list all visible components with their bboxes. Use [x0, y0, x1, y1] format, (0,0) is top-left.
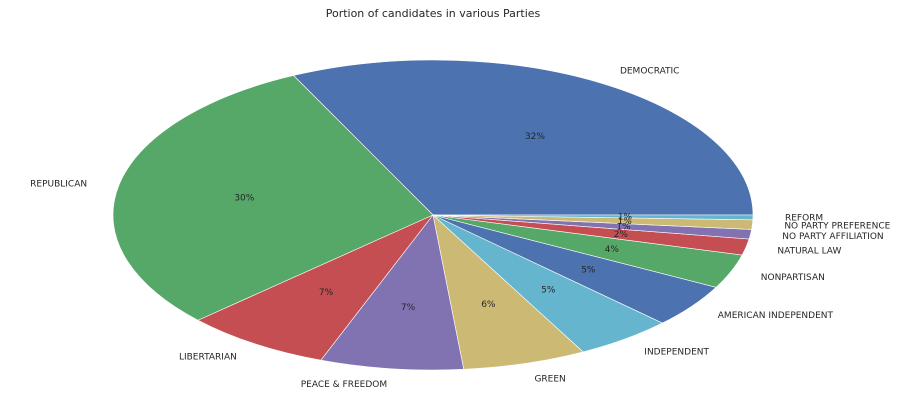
- category-label-peace-and-freedom: PEACE & FREEDOM: [301, 380, 387, 390]
- pie-slice-republican: [112, 75, 434, 321]
- category-label-nonpartisan: NONPARTISAN: [761, 273, 825, 283]
- pct-label-no-party-preference: 1%: [617, 217, 632, 227]
- pie-slice-peace-and-freedom: [320, 214, 465, 371]
- category-label-natural-law: NATURAL LAW: [777, 246, 841, 256]
- category-label-independent: INDEPENDENT: [644, 347, 709, 357]
- pct-label-libertarian: 7%: [319, 288, 334, 298]
- category-label-green: GREEN: [534, 374, 565, 384]
- category-label-no-party-affiliation: NO PARTY AFFILIATION: [782, 232, 883, 242]
- category-label-republican: REPUBLICAN: [30, 179, 87, 189]
- chart-title: Portion of candidates in various Parties: [325, 7, 541, 20]
- pct-label-nonpartisan: 4%: [605, 245, 620, 255]
- pct-label-reform: 1%: [618, 212, 633, 222]
- pct-label-american-independent: 5%: [581, 266, 596, 276]
- pct-label-republican: 30%: [234, 194, 254, 204]
- pct-label-natural-law: 2%: [614, 230, 629, 240]
- pie-slice-reform: [432, 214, 754, 221]
- pct-label-no-party-affiliation: 1%: [616, 223, 631, 233]
- pct-label-green: 6%: [481, 300, 496, 310]
- category-label-libertarian: LIBERTARIAN: [179, 353, 237, 363]
- category-label-american-independent: AMERICAN INDEPENDENT: [718, 311, 834, 321]
- pie-slice-libertarian: [197, 214, 434, 361]
- category-label-reform: REFORM: [785, 214, 823, 224]
- category-label-no-party-preference: NO PARTY PREFERENCE: [784, 222, 890, 232]
- pie-slice-green: [432, 214, 584, 370]
- pct-label-peace-and-freedom: 7%: [401, 303, 416, 313]
- pct-label-independent: 5%: [541, 285, 556, 295]
- category-label-democratic: DEMOCRATIC: [620, 67, 680, 77]
- pie-slice-democratic: [292, 59, 754, 216]
- pct-label-democratic: 32%: [525, 132, 545, 142]
